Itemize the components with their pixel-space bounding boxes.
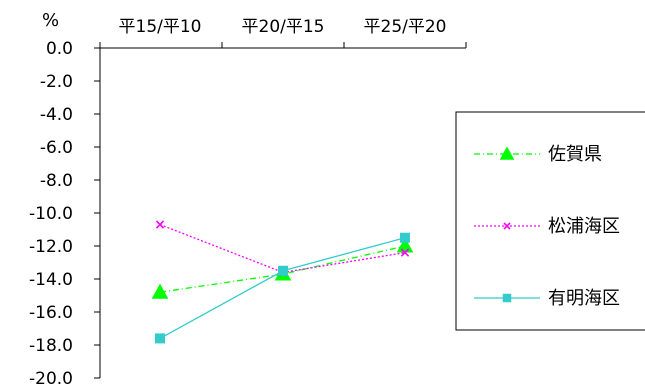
x-marker-stroke <box>503 222 511 230</box>
data-point-triangle <box>499 146 515 160</box>
x-tick-label: 平25/平20 <box>364 17 447 37</box>
plot-area <box>151 220 414 344</box>
x-tick-label: 平15/平10 <box>119 17 202 37</box>
series-line <box>159 245 406 293</box>
x-tick-label: 平20/平15 <box>242 17 325 37</box>
data-point-triangle <box>151 283 169 299</box>
series-line <box>159 223 406 274</box>
y-tick-label: -12.0 <box>29 237 73 257</box>
y-tick-label: -8.0 <box>40 171 73 191</box>
legend <box>474 146 540 303</box>
legend-label: 松浦海区 <box>548 216 620 237</box>
y-tick-label: -4.0 <box>40 105 73 125</box>
data-point-x <box>503 222 511 230</box>
data-point-square <box>502 293 512 303</box>
y-tick-label: -20.0 <box>29 369 73 389</box>
axis-ticks <box>94 42 467 379</box>
y-tick-label: -2.0 <box>40 72 73 92</box>
series-line <box>159 237 406 339</box>
legend-label: 有明海区 <box>548 288 620 309</box>
legend-box <box>455 111 645 331</box>
legend-label: 佐賀県 <box>548 144 602 165</box>
y-tick-label: -14.0 <box>29 270 73 290</box>
data-point-x <box>400 248 410 257</box>
y-tick-label: -18.0 <box>29 336 73 356</box>
x-marker-stroke <box>155 220 165 229</box>
data-point-square <box>278 265 288 276</box>
y-unit-label: % <box>42 10 59 31</box>
x-marker-stroke <box>400 248 410 257</box>
y-tick-label: 0.0 <box>46 39 73 59</box>
data-point-square <box>155 333 165 344</box>
y-tick-label: -6.0 <box>40 138 73 158</box>
data-point-square <box>400 232 410 243</box>
y-tick-label: -16.0 <box>29 303 73 323</box>
data-point-x <box>155 220 165 229</box>
y-tick-label: -10.0 <box>29 204 73 224</box>
